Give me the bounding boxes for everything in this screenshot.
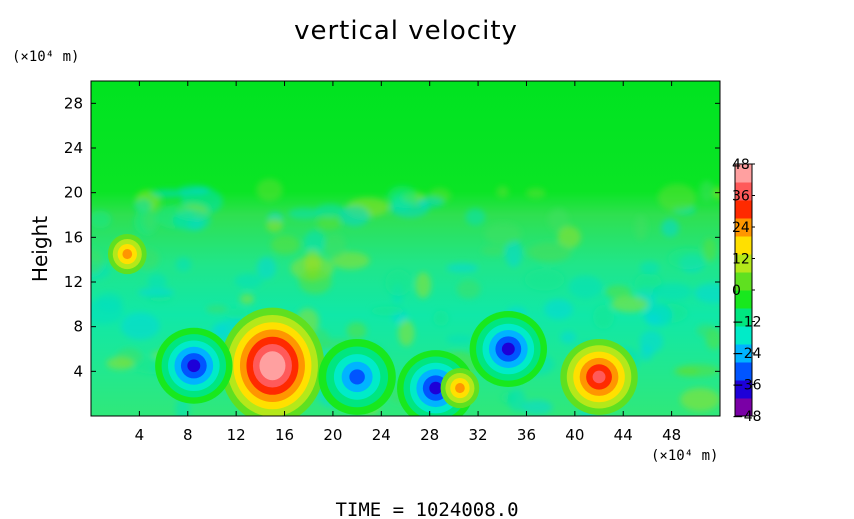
colorbar-segment — [735, 398, 752, 417]
contour-level — [349, 369, 365, 385]
y-tick-label: 28 — [64, 94, 83, 112]
colorbar-tick-label: 24 — [732, 220, 750, 236]
x-tick-label: 40 — [565, 426, 584, 444]
colorbar-segment — [735, 272, 752, 291]
x-tick-label: 16 — [275, 426, 294, 444]
colorbar-segment — [735, 326, 752, 345]
contour-level — [187, 359, 201, 373]
colorbar-segment — [735, 308, 752, 327]
colorbar-tick-label: 48 — [732, 157, 750, 173]
colorbar-segment — [735, 344, 752, 363]
colorbar-segment — [735, 218, 752, 237]
velocity-feature — [469, 311, 548, 387]
y-unit-label: (×10⁴ m) — [12, 49, 79, 65]
x-tick-label: 8 — [183, 426, 193, 444]
colorbar-tick-label: −12 — [732, 315, 762, 331]
colorbar-segment — [735, 200, 752, 219]
colorbar-segment — [735, 254, 752, 273]
colorbar-tick-label: −48 — [732, 409, 762, 425]
x-tick-label: 32 — [469, 426, 488, 444]
colorbar-segment — [735, 290, 752, 309]
plot-frame — [90, 80, 721, 417]
colorbar-tick-label: 36 — [732, 189, 750, 205]
velocity-feature — [318, 338, 396, 415]
velocity-feature — [560, 338, 638, 415]
velocity-feature — [440, 367, 480, 409]
velocity-features — [107, 233, 638, 416]
x-tick-label: 28 — [420, 426, 439, 444]
velocity-feature — [155, 327, 233, 404]
x-tick-label: 12 — [227, 426, 246, 444]
y-axis-ticks: 4 8 12 16 20 24 28 — [64, 94, 720, 380]
y-axis-label: Height — [28, 216, 52, 282]
x-unit-label: (×10⁴ m) — [651, 448, 718, 464]
colorbar: 48 36 24 12 0 −12 −24 −36 −48 — [732, 157, 762, 425]
contour-level — [592, 370, 606, 384]
y-tick-label: 20 — [64, 184, 83, 202]
contour-level — [122, 249, 133, 260]
colorbar-tick-label: 0 — [732, 283, 741, 299]
x-tick-label: 4 — [135, 426, 145, 444]
contour-level — [265, 358, 279, 374]
plot-area — [90, 80, 721, 417]
y-tick-label: 24 — [64, 139, 83, 157]
x-tick-label: 48 — [662, 426, 681, 444]
x-tick-label: 20 — [323, 426, 342, 444]
x-axis-ticks: 4 8 12 16 20 24 28 32 36 40 44 48 — [135, 81, 681, 444]
x-tick-label: 36 — [517, 426, 536, 444]
velocity-feature — [107, 233, 147, 275]
y-tick-label: 16 — [64, 228, 83, 246]
x-tick-label: 24 — [372, 426, 391, 444]
colorbar-tick-label: −36 — [732, 378, 762, 394]
colorbar-segment — [735, 182, 752, 201]
y-tick-label: 12 — [64, 273, 83, 291]
y-tick-label: 8 — [73, 318, 83, 336]
colorbar-segment — [735, 236, 752, 255]
colorbar-tick-label: −24 — [732, 346, 762, 362]
colorbar-tick-label: 12 — [732, 252, 750, 268]
colorbar-segment — [735, 362, 752, 381]
chart-title: vertical velocity — [294, 16, 518, 46]
contour-level — [455, 383, 465, 394]
contour-level — [501, 342, 515, 356]
time-label: TIME = 1024008.0 — [335, 499, 518, 519]
contour-level — [429, 381, 443, 395]
y-tick-label: 4 — [73, 362, 83, 380]
x-tick-label: 44 — [614, 426, 633, 444]
velocity-feature — [220, 307, 325, 416]
colorbar-segment — [735, 380, 752, 399]
colorbar-segment — [735, 164, 752, 183]
